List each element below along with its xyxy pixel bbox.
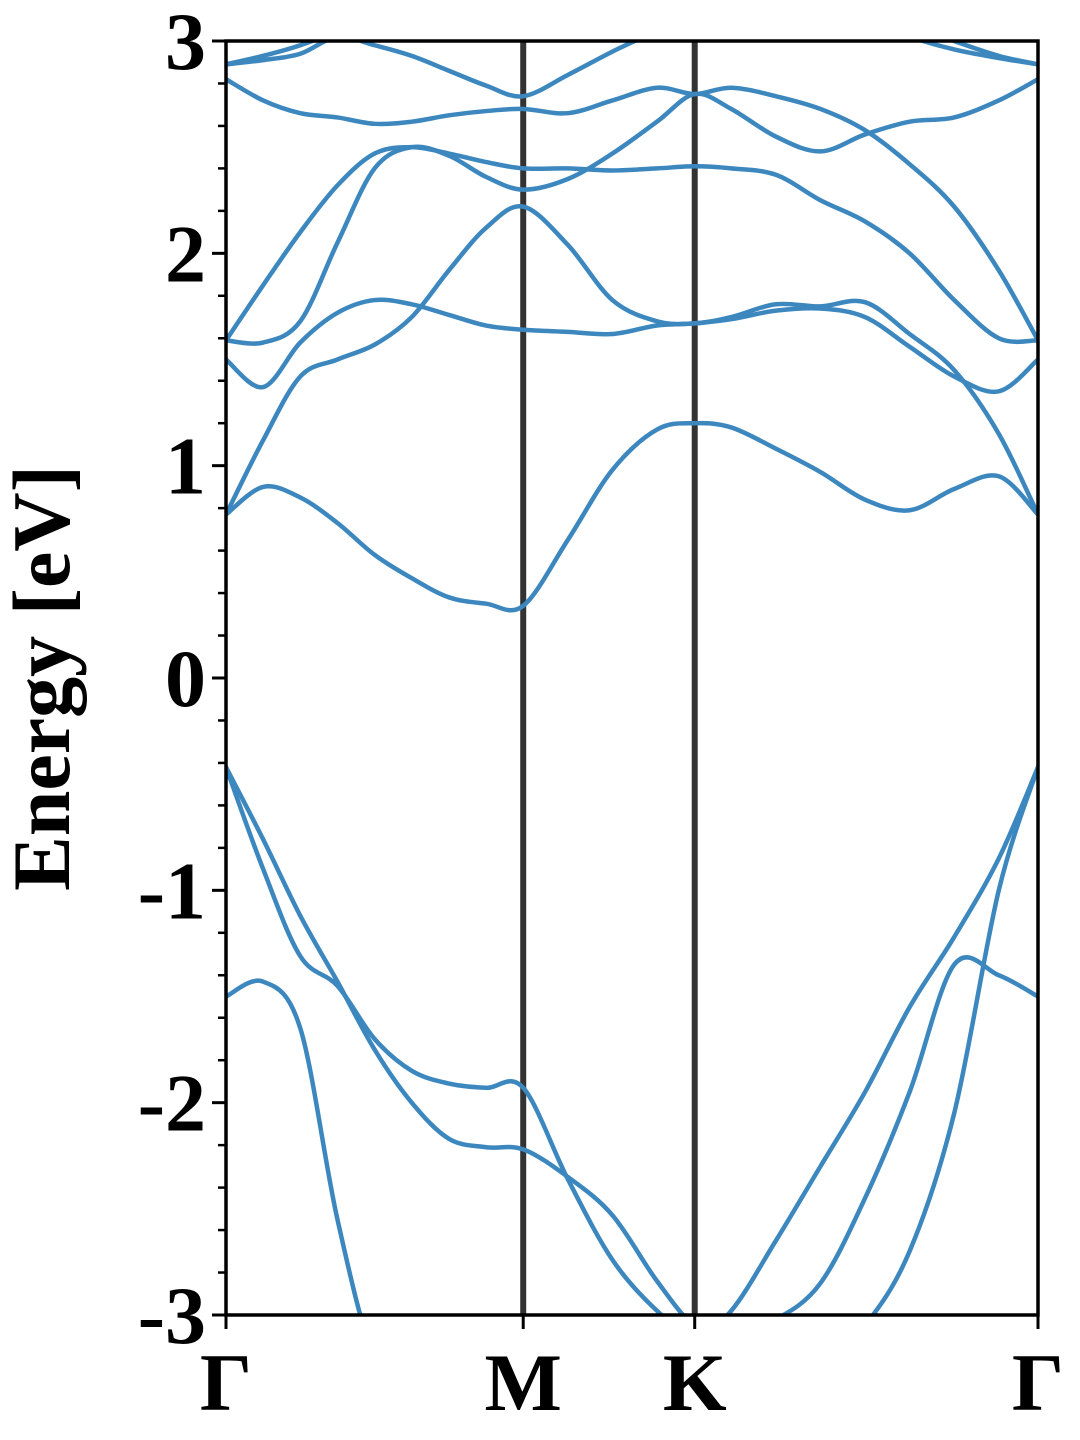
- x-tick-label: Γ: [200, 1337, 252, 1428]
- y-tick-label: 3: [165, 0, 206, 87]
- y-axis-label: Energy [eV]: [0, 465, 87, 891]
- band-line: [226, 764, 1038, 1315]
- y-tick-label: -3: [138, 1270, 206, 1361]
- band-line: [226, 764, 1038, 1315]
- x-tick-label: M: [485, 1337, 562, 1428]
- band-line: [226, 41, 1038, 99]
- band-line: [226, 41, 1038, 67]
- axes: -3 -2 -1 0 1 2 3 Γ M K Γ: [138, 0, 1064, 1428]
- band-line: [226, 204, 1038, 517]
- x-tick-label: Γ: [1012, 1337, 1064, 1428]
- band-line: [226, 76, 1038, 343]
- band-line: [226, 764, 1038, 1315]
- band-line: [226, 144, 1038, 345]
- y-tick-label: -1: [138, 845, 206, 936]
- y-tick-label: 0: [165, 633, 206, 724]
- y-tick-label: 1: [165, 421, 206, 512]
- x-tick-label: K: [663, 1337, 727, 1428]
- band-line: [226, 297, 1038, 395]
- band-line: [226, 76, 1038, 346]
- plot-frame: [224, 39, 1040, 1317]
- band-line: [226, 420, 1038, 613]
- y-tick-label: -2: [138, 1058, 206, 1149]
- y-tick-label: 2: [165, 208, 206, 299]
- plot-area: [226, 41, 1038, 1315]
